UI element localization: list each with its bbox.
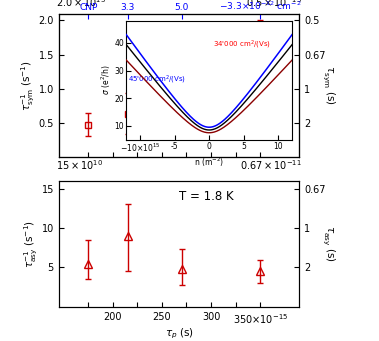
Y-axis label: $\tau_{\rm sym}^{-1}$ (s$^{-1}$): $\tau_{\rm sym}^{-1}$ (s$^{-1}$) [20,60,37,110]
Text: $15\times10^{10}$: $15\times10^{10}$ [56,158,103,172]
Text: $0.67\times10^{-11}$: $0.67\times10^{-11}$ [240,158,302,172]
Text: $2.0\times10^{13}$: $2.0\times10^{13}$ [56,0,106,9]
Y-axis label: $\tau_{\rm asy}^{\ }$ (s): $\tau_{\rm asy}^{\ }$ (s) [321,225,337,262]
Y-axis label: $\tau_{\rm sym}^{\ }$ (s): $\tau_{\rm sym}^{\ }$ (s) [321,65,337,105]
Text: T = 1.8 K: T = 1.8 K [179,190,234,203]
X-axis label: $\tau_p$ (s): $\tau_p$ (s) [164,327,194,341]
Text: $0.5\times10^{-13}$: $0.5\times10^{-13}$ [246,0,302,9]
Y-axis label: $\tau_{\rm asy}^{-1}$ (s$^{-1}$): $\tau_{\rm asy}^{-1}$ (s$^{-1}$) [23,220,40,268]
